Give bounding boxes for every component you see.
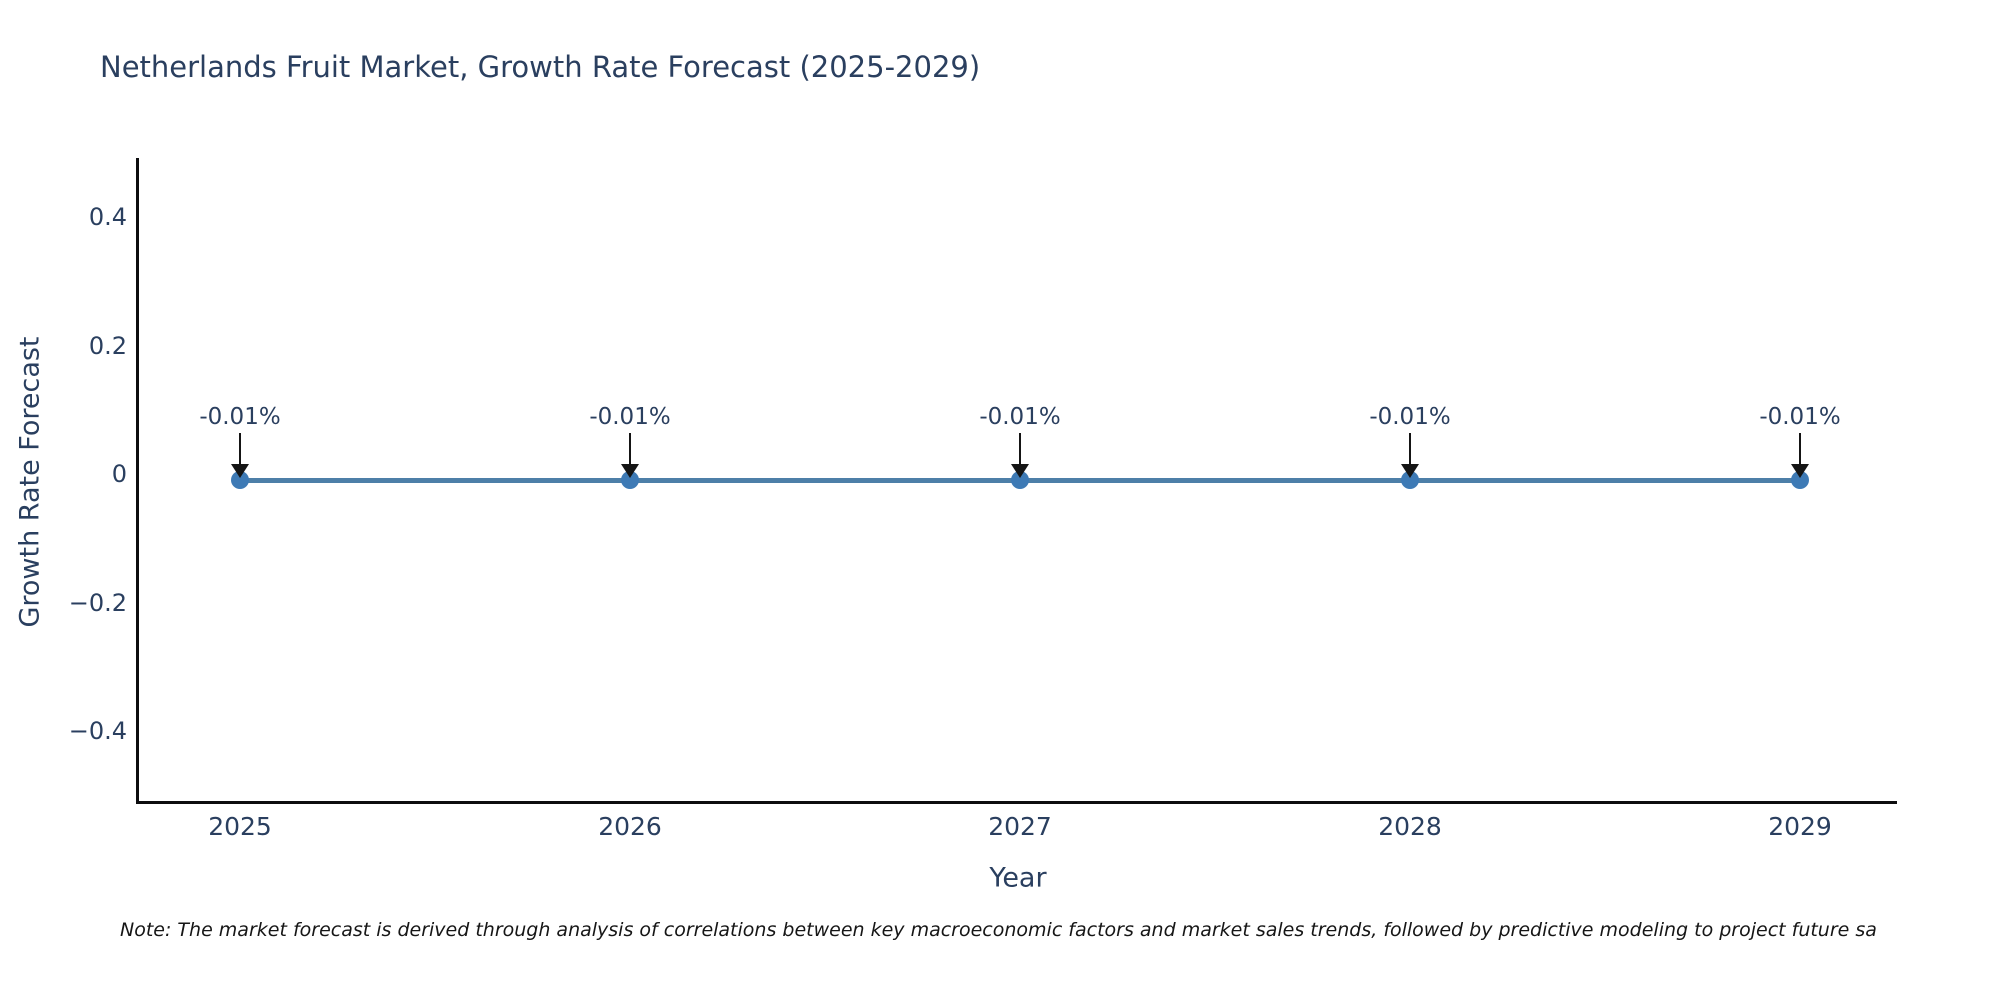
x-tick-label: 2029 [1768, 812, 1832, 841]
point-annotation-label: -0.01% [979, 404, 1061, 430]
annotation-arrow-stem [1409, 433, 1411, 466]
y-tick-label: 0 [111, 460, 127, 488]
point-annotation-label: -0.01% [589, 404, 671, 430]
annotation-arrowhead-icon [1011, 464, 1029, 478]
x-axis-title: Year [989, 862, 1047, 894]
x-tick-label: 2027 [988, 812, 1052, 841]
y-axis-title: Growth Rate Forecast [14, 336, 46, 628]
y-tick-label: 0.4 [88, 203, 127, 231]
annotation-arrowhead-icon [621, 464, 639, 478]
annotation-arrowhead-icon [1401, 464, 1419, 478]
annotation-arrowhead-icon [231, 464, 249, 478]
point-annotation-label: -0.01% [1759, 404, 1841, 430]
x-tick-label: 2026 [598, 812, 662, 841]
annotation-arrow-stem [629, 433, 631, 466]
annotation-arrowhead-icon [1791, 464, 1809, 478]
annotation-arrow-stem [239, 433, 241, 466]
y-tick-label: 0.2 [88, 331, 127, 360]
chart-footnote: Note: The market forecast is derived thr… [120, 919, 1877, 941]
y-axis-line [136, 158, 139, 804]
point-annotation-label: -0.01% [199, 404, 281, 430]
annotation-arrow-stem [1799, 433, 1801, 466]
y-tick-label: −0.2 [68, 588, 127, 617]
x-tick-label: 2025 [208, 812, 272, 841]
x-tick-label: 2028 [1378, 812, 1442, 841]
point-annotation-label: -0.01% [1369, 404, 1451, 430]
annotation-arrow-stem [1019, 433, 1021, 466]
y-tick-label: −0.4 [68, 717, 127, 745]
chart-title: Netherlands Fruit Market, Growth Rate Fo… [100, 50, 981, 84]
x-axis-line [136, 801, 1897, 804]
